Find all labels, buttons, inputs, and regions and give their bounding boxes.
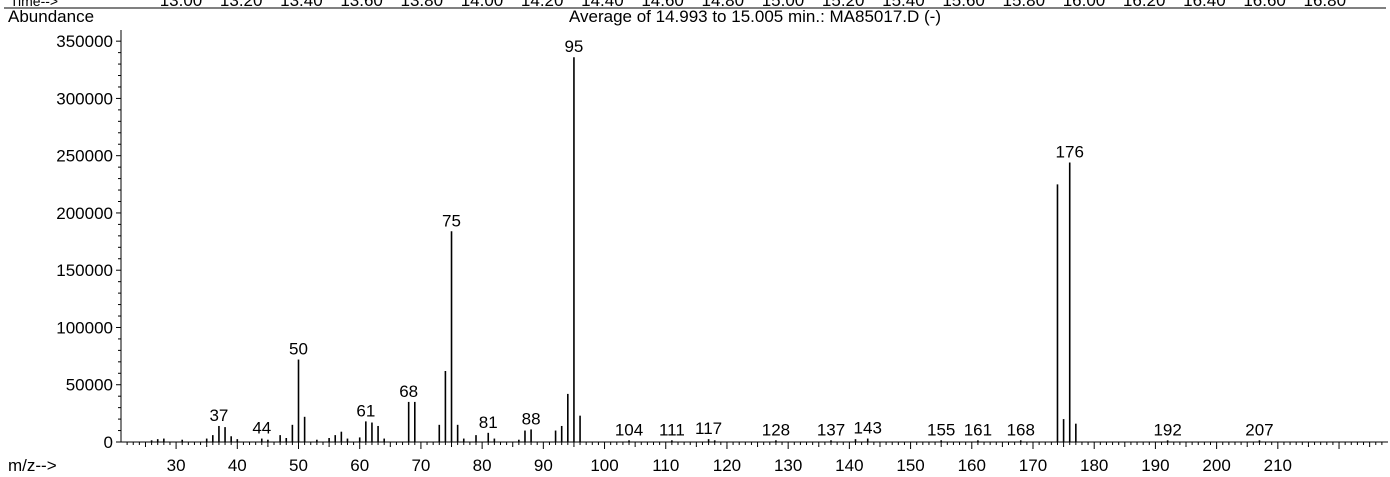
time-axis-ticks: 13.00 13.20 13.40 13.60 13.80 14.00 14.20 14.40… [160,0,1346,10]
y-tick-label: 150000 [56,261,113,280]
time-tick-label: 14.80 [702,0,745,10]
y-tick-label: 100000 [56,318,113,337]
peak-label-176: 176 [1056,143,1084,162]
time-tick-label: 14.20 [521,0,564,10]
peak-label-128: 128 [762,420,790,439]
x-tick-label: 190 [1141,456,1169,475]
time-tick-label: 16.80 [1304,0,1347,10]
x-tick-label: 40 [228,456,247,475]
x-tick-label: 50 [289,456,308,475]
peak-label-75: 75 [442,211,461,230]
time-tick-label: 15.60 [942,0,985,10]
time-tick-label: 14.00 [461,0,504,10]
time-tick-label: 13.80 [401,0,444,10]
time-tick-label: 16.20 [1123,0,1166,10]
peak-label-168: 168 [1007,420,1035,439]
x-tick-label: 140 [835,456,863,475]
x-tick-label: 200 [1202,456,1230,475]
time-tick-label: 15.00 [762,0,805,10]
peak-labels: 37 44 50 61 68 75 81 88 95 104 111 117 128 137 143 155 1… [209,37,1273,439]
peak-label-155: 155 [927,420,955,439]
peak-label-50: 50 [289,340,308,359]
x-tick-label: 110 [652,456,679,475]
y-tick-label: 250000 [56,147,113,166]
peak-label-161: 161 [964,420,992,439]
y-tick-label: 50000 [66,376,113,395]
x-tick-label: 150 [896,456,924,475]
peak-label-37: 37 [209,406,228,425]
time-tick-label: 15.40 [882,0,925,10]
time-tick-label: 13.00 [160,0,203,10]
peak-label-44: 44 [252,419,271,438]
y-axis-ticks: 0 50000 100000 150000 200000 250000 300000 3500… [56,32,121,452]
spectrum-peaks [150,57,1261,442]
x-tick-label: 120 [713,456,741,475]
x-tick-label: 70 [411,456,430,475]
time-tick-label: 15.20 [822,0,865,10]
x-tick-label: 30 [167,456,186,475]
peak-label-137: 137 [817,420,845,439]
peak-label-143: 143 [854,419,882,438]
y-tick-label: 300000 [56,89,113,108]
peak-label-61: 61 [356,401,375,420]
time-tick-label: 13.40 [280,0,323,10]
time-tick-label: 16.40 [1183,0,1226,10]
time-tick-label: 14.40 [581,0,624,10]
peak-label-117: 117 [695,419,722,438]
time-tick-label: 16.00 [1063,0,1106,10]
x-tick-label: 180 [1080,456,1108,475]
x-tick-label: 130 [774,456,802,475]
time-tick-label: 13.60 [340,0,383,10]
y-axis-label: Abundance [8,7,94,26]
x-tick-label: 60 [350,456,369,475]
y-tick-label: 0 [104,433,113,452]
y-tick-label: 200000 [56,204,113,223]
peak-label-68: 68 [399,382,418,401]
peak-label-104: 104 [615,420,643,439]
x-axis-ticks: 30 40 50 60 70 80 90 100 110 120 130 140 150 160 170 18… [126,442,1383,475]
time-tick-label: 14.60 [641,0,684,10]
x-tick-label: 90 [534,456,553,475]
peak-label-207: 207 [1245,420,1273,439]
peak-label-95: 95 [564,37,583,56]
x-tick-label: 100 [590,456,618,475]
peak-label-81: 81 [479,413,498,432]
peak-label-111: 111 [659,420,685,439]
time-tick-label: 15.80 [1003,0,1046,10]
x-tick-label: 80 [473,456,492,475]
peak-label-88: 88 [522,409,541,428]
x-axis-label: m/z--> [8,456,57,475]
time-tick-label: 16.60 [1243,0,1286,10]
time-tick-label: 13.20 [220,0,263,10]
x-tick-label: 170 [1019,456,1047,475]
peak-label-192: 192 [1153,420,1181,439]
y-tick-label: 350000 [56,32,113,51]
x-tick-label: 160 [958,456,986,475]
x-tick-label: 210 [1264,456,1292,475]
chart-title: Average of 14.993 to 15.005 min.: MA8501… [569,7,941,26]
time-axis-label: Time--> [10,0,58,9]
